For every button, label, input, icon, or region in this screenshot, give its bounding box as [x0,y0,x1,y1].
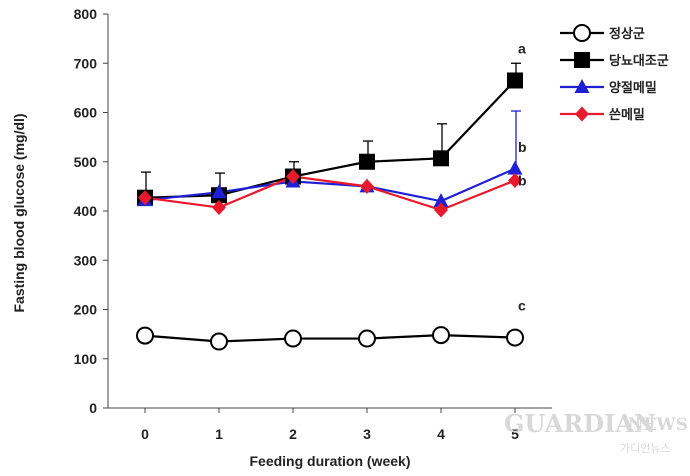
series-line [144,175,516,212]
series-markers [136,72,524,351]
significance-label: b [518,172,527,188]
data-point [506,328,524,347]
data-point [210,332,228,351]
x-tick-label: 0 [141,426,149,442]
x-tick-label: 5 [511,426,519,442]
significance-label: b [518,139,527,155]
x-axis-title: Feeding duration (week) [249,453,410,469]
legend-marker [574,79,590,93]
y-tick-label: 0 [89,400,97,416]
y-tick-label: 500 [74,154,98,170]
data-point [433,193,449,208]
data-point [284,329,302,348]
y-tick-label: 100 [74,351,98,367]
series-line [144,334,516,343]
series-line [144,167,516,203]
significance-label: c [518,297,526,313]
watermark-news: NEWS [628,415,688,435]
watermark: GUARDIAN NEWS 가디언뉴스 [504,409,688,455]
data-point [360,178,374,194]
data-point [507,72,523,89]
data-point [358,329,376,348]
y-tick-label: 700 [74,55,98,71]
x-tick-label: 2 [289,426,297,442]
legend-label: 당뇨대조군 [609,53,669,69]
y-tick-label: 600 [74,105,98,121]
y-axis-title: Fasting blood glucose (mg/dl) [11,113,27,312]
series-line [144,79,516,199]
watermark-main: GUARDIAN [504,409,656,438]
y-tick-label: 800 [74,6,98,22]
legend-marker [574,52,590,68]
y-tick-label: 200 [74,302,98,318]
error-bars [141,62,521,198]
data-point [212,200,226,216]
data-point [286,169,300,185]
data-point [138,190,152,206]
legend-label: 쓴메밀 [609,108,645,123]
ticks: 0 100 200 300 400 500 600 700 800 0 1 2 3 4 5 [74,6,519,442]
data-point [432,326,450,345]
legend-label: 양절메밀 [609,81,657,96]
x-tick-label: 4 [437,426,445,442]
significance-label: a [518,40,526,56]
data-point [136,326,154,345]
legend-marker [573,24,591,42]
legend-marker [575,106,589,122]
x-tick-label: 1 [215,426,223,442]
data-point [211,184,227,199]
watermark-sub: 가디언뉴스 [620,442,671,455]
data-point [359,153,375,170]
data-point [433,150,449,167]
data-point [507,160,523,175]
x-tick-label: 3 [363,426,371,442]
significance-labels: a b b c [518,40,527,313]
series-lines [144,79,516,343]
axes [107,14,552,409]
y-tick-label: 400 [74,203,98,219]
data-point [434,202,448,218]
legend-label: 정상군 [609,26,645,42]
y-tick-label: 300 [74,252,98,268]
data-point [508,172,522,188]
